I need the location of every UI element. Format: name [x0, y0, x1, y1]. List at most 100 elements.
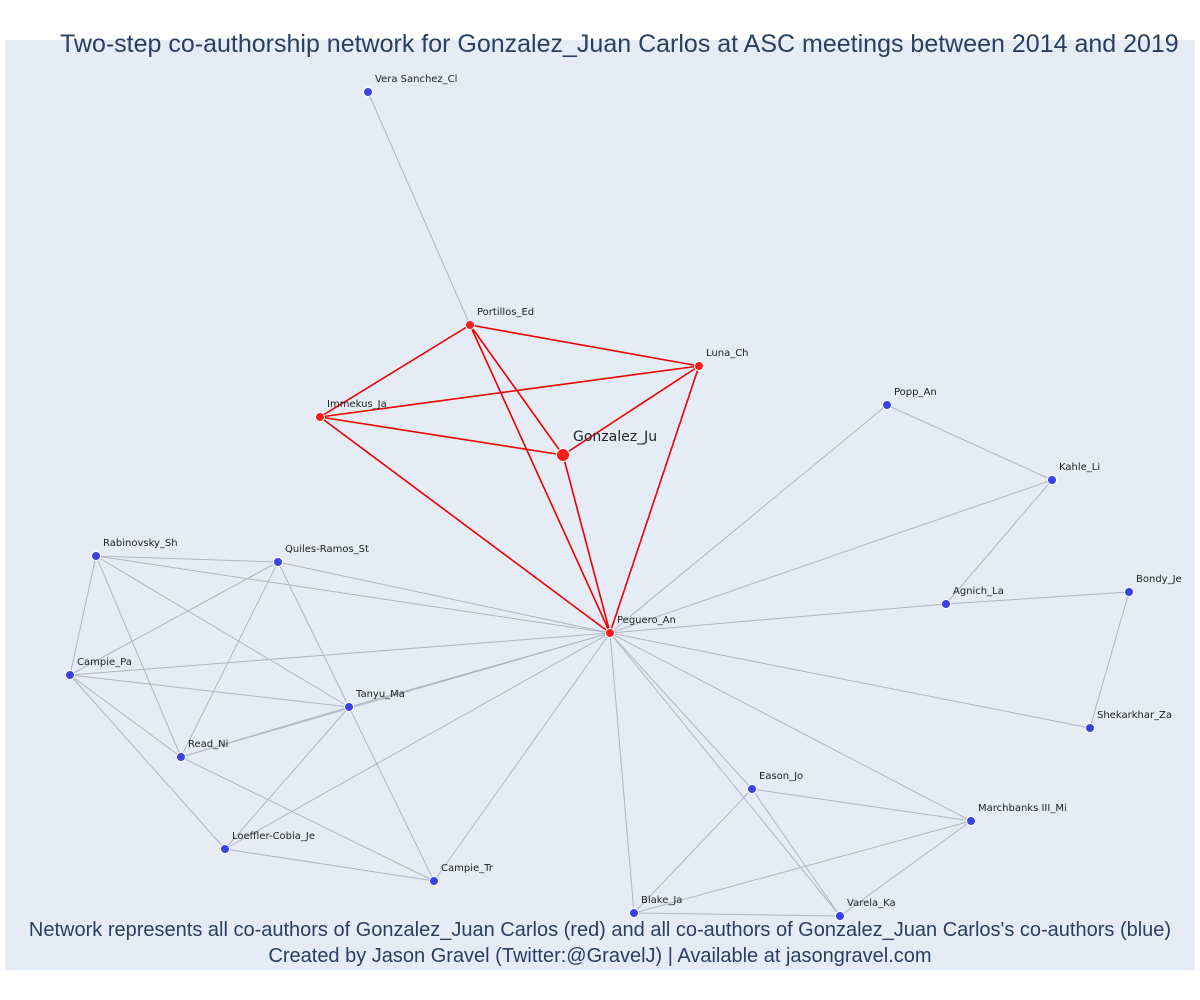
node-label-varela-ka: Varela_Ka [847, 898, 896, 909]
edge-read-ni-campie-tr [180, 756, 435, 882]
node-campie-tr[interactable] [429, 876, 439, 886]
node-vera-sanchez-cl[interactable] [363, 87, 373, 97]
edge-luna-ch-immekus-ja [319, 365, 700, 418]
node-portillos-ed[interactable] [465, 320, 475, 330]
node-immekus-ja[interactable] [315, 412, 325, 422]
node-label-gonzalez-ju: Gonzalez_Ju [573, 429, 657, 445]
node-label-tanyu-ma: Tanyu_Ma [355, 689, 405, 700]
chart-title: Two-step co-authorship network for Gonza… [60, 30, 1179, 58]
edge-peguero-an-eason-jo [609, 632, 753, 790]
edge-eason-jo-marchbanks-iii-mi [751, 788, 972, 822]
edge-portillos-ed-immekus-ja [319, 324, 471, 418]
edge-portillos-ed-peguero-an [469, 324, 611, 634]
node-label-campie-tr: Campie_Tr [441, 863, 494, 874]
edge-rabinovsky-sh-quiles-ramos-st [95, 555, 279, 563]
edge-quiles-ramos-st-read-ni [180, 561, 279, 758]
node-popp-an[interactable] [882, 400, 892, 410]
node-quiles-ramos-st[interactable] [273, 557, 283, 567]
edge-tanyu-ma-loeffler-cobia-je [224, 706, 350, 850]
node-eason-jo[interactable] [747, 784, 757, 794]
edge-peguero-an-loeffler-cobia-je [224, 632, 611, 850]
edge-quiles-ramos-st-campie-pa [69, 561, 279, 676]
edge-bondy-je-shekarkhar-za [1089, 591, 1130, 729]
edge-kahle-li-agnich-la [945, 479, 1053, 605]
node-kahle-li[interactable] [1047, 475, 1057, 485]
node-label-marchbanks-iii-mi: Marchbanks III_Mi [978, 803, 1067, 814]
node-label-kahle-li: Kahle_Li [1059, 462, 1100, 473]
node-rabinovsky-sh[interactable] [91, 551, 101, 561]
edge-eason-jo-varela-ka [751, 788, 841, 917]
edge-peguero-an-popp-an [609, 404, 888, 634]
edge-peguero-an-rabinovsky-sh [95, 555, 611, 634]
node-label-loeffler-cobia-je: Loeffler-Cobia_Je [232, 831, 315, 842]
edge-gonzalez-ju-luna-ch [562, 365, 700, 456]
node-blake-ja[interactable] [629, 908, 639, 918]
nodes-layer [65, 87, 1134, 921]
edge-agnich-la-bondy-je [945, 591, 1130, 605]
edge-campie-pa-loeffler-cobia-je [69, 674, 226, 850]
node-label-immekus-ja: Immekus_Ja [327, 399, 387, 410]
node-label-read-ni: Read_Ni [188, 739, 228, 750]
edge-gonzalez-ju-immekus-ja [319, 416, 564, 456]
edge-marchbanks-iii-mi-varela-ka [839, 820, 972, 917]
edge-portillos-ed-luna-ch [469, 324, 700, 367]
node-tanyu-ma[interactable] [344, 702, 354, 712]
node-label-blake-ja: Blake_Ja [641, 895, 682, 906]
node-label-portillos-ed: Portillos_Ed [477, 307, 534, 318]
labels-layer: Gonzalez_Ju Portillos_Ed Luna_Ch Immekus_Ja… [77, 74, 1182, 909]
edge-peguero-an-blake-ja [609, 632, 635, 914]
node-label-luna-ch: Luna_Ch [706, 348, 749, 359]
edge-luna-ch-peguero-an [609, 365, 700, 634]
edge-campie-pa-tanyu-ma [69, 674, 350, 708]
edges-layer [69, 91, 1130, 917]
edge-quiles-ramos-st-tanyu-ma [277, 561, 350, 708]
edge-immekus-ja-peguero-an [319, 416, 611, 634]
node-label-eason-jo: Eason_Jo [759, 771, 803, 782]
edge-loeffler-cobia-je-campie-tr [224, 848, 435, 882]
node-campie-pa[interactable] [65, 670, 75, 680]
edge-marchbanks-iii-mi-blake-ja [633, 820, 972, 914]
node-shekarkhar-za[interactable] [1085, 723, 1095, 733]
caption-credit: Created by Jason Gravel (Twitter:@Gravel… [268, 945, 932, 967]
node-read-ni[interactable] [176, 752, 186, 762]
node-label-bondy-je: Bondy_Je [1136, 574, 1182, 585]
node-loeffler-cobia-je[interactable] [220, 844, 230, 854]
edge-tanyu-ma-campie-tr [348, 706, 435, 882]
edge-eason-jo-blake-ja [633, 788, 753, 914]
edge-gonzalez-ju-peguero-an [562, 454, 611, 634]
edge-peguero-an-read-ni [180, 632, 611, 758]
node-luna-ch[interactable] [694, 361, 704, 371]
plot-area [5, 40, 1195, 970]
edge-peguero-an-campie-pa [69, 632, 611, 676]
edge-rabinovsky-sh-campie-pa [69, 555, 97, 676]
node-gonzalez-ju[interactable] [556, 448, 570, 462]
node-label-peguero-an: Peguero_An [617, 615, 676, 626]
node-bondy-je[interactable] [1124, 587, 1134, 597]
node-varela-ka[interactable] [835, 911, 845, 921]
edge-rabinovsky-sh-tanyu-ma [95, 555, 350, 708]
edge-peguero-an-campie-tr [433, 632, 611, 882]
edge-peguero-an-quiles-ramos-st [277, 561, 611, 634]
node-label-vera-sanchez-cl: Vera Sanchez_Cl [375, 74, 457, 85]
edge-peguero-an-kahle-li [609, 479, 1053, 634]
edge-popp-an-kahle-li [886, 404, 1053, 481]
edge-blake-ja-varela-ka [633, 912, 841, 917]
node-agnich-la[interactable] [941, 599, 951, 609]
edge-peguero-an-varela-ka [609, 632, 841, 917]
node-label-popp-an: Popp_An [894, 387, 937, 398]
node-label-rabinovsky-sh: Rabinovsky_Sh [103, 538, 178, 549]
edge-peguero-an-marchbanks-iii-mi [609, 632, 972, 822]
edge-portillos-ed-vera-sanchez-cl [367, 91, 471, 326]
node-peguero-an[interactable] [605, 628, 615, 638]
node-marchbanks-iii-mi[interactable] [966, 816, 976, 826]
node-label-quiles-ramos-st: Quiles-Ramos_St [285, 544, 369, 555]
edge-tanyu-ma-read-ni [180, 706, 350, 758]
edge-peguero-an-agnich-la [609, 603, 947, 634]
edge-rabinovsky-sh-read-ni [95, 555, 182, 758]
caption-description: Network represents all co-authors of Gon… [28, 919, 1172, 941]
edge-peguero-an-shekarkhar-za [609, 632, 1091, 729]
node-label-agnich-la: Agnich_La [953, 586, 1004, 597]
edge-campie-pa-read-ni [69, 674, 182, 758]
node-label-campie-pa: Campie_Pa [77, 657, 132, 668]
